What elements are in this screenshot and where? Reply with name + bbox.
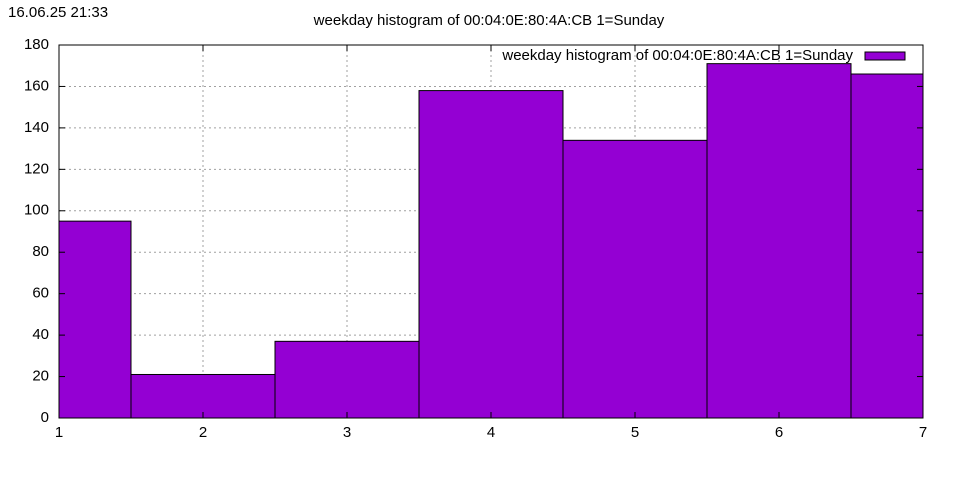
bar [562,139,708,418]
bar [418,90,564,418]
chart-title: weekday histogram of 00:04:0E:80:4A:CB 1… [313,12,665,29]
x-tick-label: 6 [775,424,783,441]
y-tick-label: 80 [32,243,49,260]
y-tick-label: 140 [24,119,49,136]
x-tick-label: 7 [919,424,927,441]
x-tick-label: 3 [343,424,351,441]
y-tick-label: 100 [24,202,49,219]
y-tick-label: 40 [32,326,49,343]
bar [850,73,923,418]
legend-key [864,51,906,61]
x-tick-label: 5 [631,424,639,441]
y-tick-label: 0 [41,409,49,426]
y-tick-label: 20 [32,368,49,385]
y-tick-label: 180 [24,36,49,53]
x-tick-label: 1 [55,424,63,441]
timestamp: 16.06.25 21:33 [8,4,108,21]
bar [59,220,132,418]
bar [706,63,852,418]
y-tick-label: 120 [24,160,49,177]
bar [130,373,276,418]
y-tick-label: 60 [32,285,49,302]
legend-label: weekday histogram of 00:04:0E:80:4A:CB 1… [501,47,853,64]
x-tick-label: 2 [199,424,207,441]
x-tick-label: 4 [487,424,495,441]
y-tick-label: 160 [24,77,49,94]
bar [274,340,420,418]
